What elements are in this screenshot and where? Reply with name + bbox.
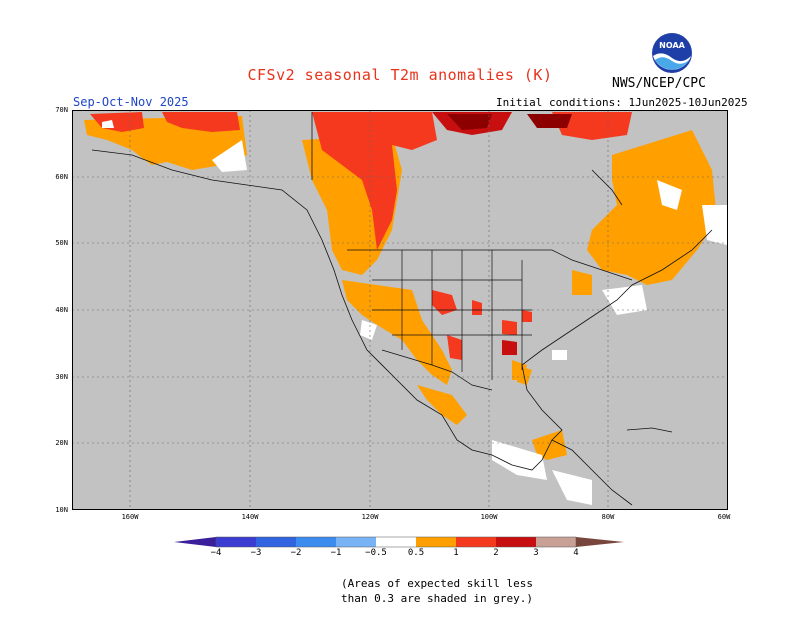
colorbar-label-4: 4 xyxy=(573,548,579,558)
colorbar-swatch-2 xyxy=(256,537,296,547)
lon-label-60w: 60W xyxy=(717,513,731,521)
colorbar-arrow-low xyxy=(174,537,216,547)
colorbar-label-m4: −4 xyxy=(210,548,222,558)
colorbar-swatch-1 xyxy=(216,537,256,547)
anomaly-1-to-2-regions xyxy=(90,112,632,360)
agency-label: NWS/NCEP/CPC xyxy=(612,76,706,91)
lat-label-40n: 40N xyxy=(55,306,68,314)
colorbar-label-2: 2 xyxy=(493,548,499,558)
colorbar-label-m05: −0.5 xyxy=(365,548,387,558)
colorbar-label-1: 1 xyxy=(453,548,459,558)
colorbar-arrow-high xyxy=(576,537,624,547)
skill-note-line-1: (Areas of expected skill less xyxy=(340,577,534,590)
lon-label-80w: 80W xyxy=(601,513,615,521)
colorbar-swatch-7 xyxy=(456,537,496,547)
colorbar-label-m2: −2 xyxy=(290,548,302,558)
colorbar xyxy=(170,534,630,550)
colorbar-swatch-6 xyxy=(416,537,456,547)
initial-conditions-label: Initial conditions: 1Jun2025-10Jun2025 xyxy=(496,96,748,109)
colorbar-swatch-3 xyxy=(296,537,336,547)
colorbar-swatch-8 xyxy=(496,537,536,547)
chart-title: CFSv2 seasonal T2m anomalies (K) xyxy=(247,66,553,84)
lat-label-50n: 50N xyxy=(55,239,68,247)
skill-note-line-2: than 0.3 are shaded in grey.) xyxy=(340,592,534,605)
noaa-logo: NOAA xyxy=(651,32,693,74)
lon-label-100w: 100W xyxy=(480,513,498,521)
political-borders xyxy=(347,249,633,391)
season-label: Sep-Oct-Nov 2025 xyxy=(73,95,189,109)
colorbar-swatch-9 xyxy=(536,537,576,547)
lon-label-160w: 160W xyxy=(121,513,139,521)
colorbar-label-m1: −1 xyxy=(330,548,342,558)
anomaly-map xyxy=(72,110,728,510)
skill-note: (Areas of expected skill less than 0.3 a… xyxy=(0,576,800,606)
colorbar-label-05: 0.5 xyxy=(407,548,425,558)
anomaly-3-to-4-regions xyxy=(447,114,572,130)
colorbar-label-m3: −3 xyxy=(250,548,262,558)
lon-label-120w: 120W xyxy=(361,513,379,521)
lat-label-70n: 70N xyxy=(55,106,68,114)
map-frame xyxy=(72,110,728,510)
noaa-logo-text: NOAA xyxy=(659,41,685,50)
lon-label-140w: 140W xyxy=(241,513,259,521)
near-zero-anomaly-regions xyxy=(102,120,727,505)
lat-label-60n: 60N xyxy=(55,173,68,181)
lat-label-30n: 30N xyxy=(55,373,68,381)
coastlines xyxy=(91,112,713,506)
colorbar-swatch-4 xyxy=(336,537,376,547)
colorbar-swatch-5 xyxy=(376,537,416,547)
colorbar-label-3: 3 xyxy=(533,548,539,558)
lat-label-10n: 10N xyxy=(55,506,68,514)
lat-label-20n: 20N xyxy=(55,439,68,447)
colorbar-outline xyxy=(215,536,577,548)
